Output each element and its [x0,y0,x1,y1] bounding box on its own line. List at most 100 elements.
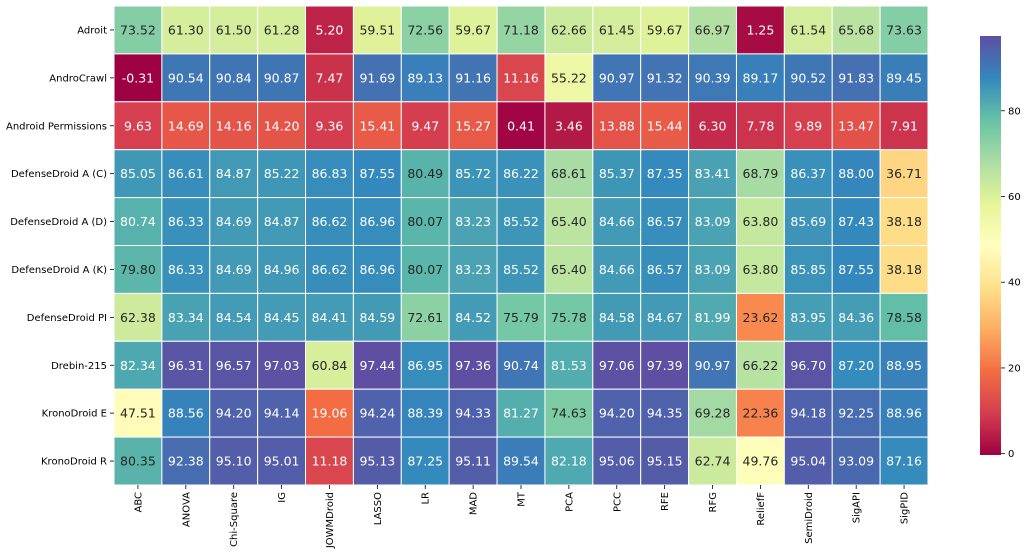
cell-value-label: 91.32 [647,70,683,85]
cell-value-label: 84.87 [264,214,300,229]
cell-value-label: 87.35 [647,166,683,181]
heatmap-cell [544,149,594,199]
heatmap-cell [209,340,259,390]
heatmap-cell [352,292,402,342]
column-label: ReliefF [756,492,767,526]
cell-value-label: 90.84 [216,70,252,85]
row-label: Adroit [77,25,107,36]
heatmap-cell [735,101,785,151]
column-label: ANOVA [181,492,192,527]
cell-value-label: 92.38 [168,454,204,469]
cell-value-label: 88.95 [886,358,922,373]
heatmap-cell [448,292,498,342]
cell-value-label: 95.01 [264,454,300,469]
cell-value-label: 72.56 [407,22,443,37]
cell-value-label: 80.49 [407,166,443,181]
cell-value-label: 88.96 [886,406,922,421]
heatmap-cell [305,292,354,342]
colorbar: 0 20 40 60 80 [980,36,1021,460]
cell-value-label: 68.61 [551,166,587,181]
cell-value-label: 80.07 [407,262,443,277]
heatmap-cell [400,388,450,438]
heatmap-cell [257,340,307,390]
column-label: MT [517,491,528,507]
heatmap-cells: 73.52 61.30 61.50 61.28 5.20 59.51 72.56 59.67 7… [113,5,929,486]
heatmap-cell [544,197,594,247]
cell-value-label: -0.31 [122,70,154,85]
heatmap-cell [161,340,211,390]
cell-value-label: 55.22 [551,70,587,85]
heatmap-cell [592,292,642,342]
cell-value-label: 66.97 [695,22,731,37]
cell-value-label: 13.47 [838,118,874,133]
cell-value-label: 3.46 [555,118,583,133]
cell-value-label: 88.56 [168,406,204,421]
heatmap-cell [448,101,498,151]
heatmap-cell [161,149,211,199]
cell-value-label: 94.35 [647,406,683,421]
row-label: Drebin-215 [51,361,107,372]
cell-value-label: 63.80 [743,214,779,229]
cell-value-label: 5.20 [316,22,344,37]
heatmap-cell [592,245,642,294]
cell-value-label: 19.06 [312,406,348,421]
cell-value-label: 97.36 [455,358,491,373]
heatmap-cell [448,197,498,247]
cell-value-label: 84.69 [216,214,252,229]
heatmap-cell [400,340,450,390]
heatmap-cell [305,197,354,247]
heatmap-cell [209,101,259,151]
heatmap-cell [352,101,402,151]
heatmap-cell [352,53,402,103]
cell-value-label: 86.96 [359,262,395,277]
heatmap-cell [688,101,737,151]
heatmap-cell [688,149,737,199]
cell-value-label: 15.27 [455,118,491,133]
heatmap-cell [831,292,881,342]
cell-value-label: 94.33 [455,406,491,421]
cell-value-label: 90.54 [168,70,204,85]
heatmap-cell [640,53,690,103]
cell-value-label: 84.59 [359,310,395,325]
cell-value-label: 83.95 [790,310,826,325]
heatmap-cell [161,388,211,438]
cell-value-label: 0.41 [507,118,535,133]
heatmap-cell [783,149,833,199]
column-label: LASSO [373,492,384,525]
cell-value-label: 61.30 [168,22,204,37]
cell-value-label: 83.23 [455,262,491,277]
heatmap-cell [735,292,785,342]
cell-value-label: 94.14 [264,406,300,421]
cell-value-label: 61.54 [790,22,826,37]
cell-value-label: 47.51 [120,406,156,421]
heatmap-cell [735,388,785,438]
heatmap-cell [496,340,546,390]
cell-value-label: 83.41 [695,166,731,181]
heatmap-cell [544,245,594,294]
cell-value-label: 87.25 [407,454,443,469]
cell-value-label: 66.22 [743,358,779,373]
heatmap-cell [640,101,690,151]
cell-value-label: 85.52 [503,262,539,277]
row-label: KronoDroid R [41,457,107,468]
cell-value-label: 89.17 [743,70,779,85]
cell-value-label: 82.18 [551,454,587,469]
heatmap-cell [257,197,307,247]
heatmap-cell [161,5,211,55]
cell-value-label: 7.91 [890,118,918,133]
cell-value-label: 90.74 [503,358,539,373]
heatmap-cell [544,340,594,390]
cell-value-label: 83.23 [455,214,491,229]
cell-value-label: 85.22 [264,166,300,181]
heatmap-cell [257,245,307,294]
heatmap-cell [879,197,929,247]
heatmap-cell [640,388,690,438]
cell-value-label: 95.06 [599,454,635,469]
heatmap-cell [161,53,211,103]
heatmap-cell [257,53,307,103]
cell-value-label: 86.57 [647,214,683,229]
cell-value-label: 59.67 [455,22,491,37]
cell-value-label: 97.39 [647,358,683,373]
heatmap-cell [640,340,690,390]
